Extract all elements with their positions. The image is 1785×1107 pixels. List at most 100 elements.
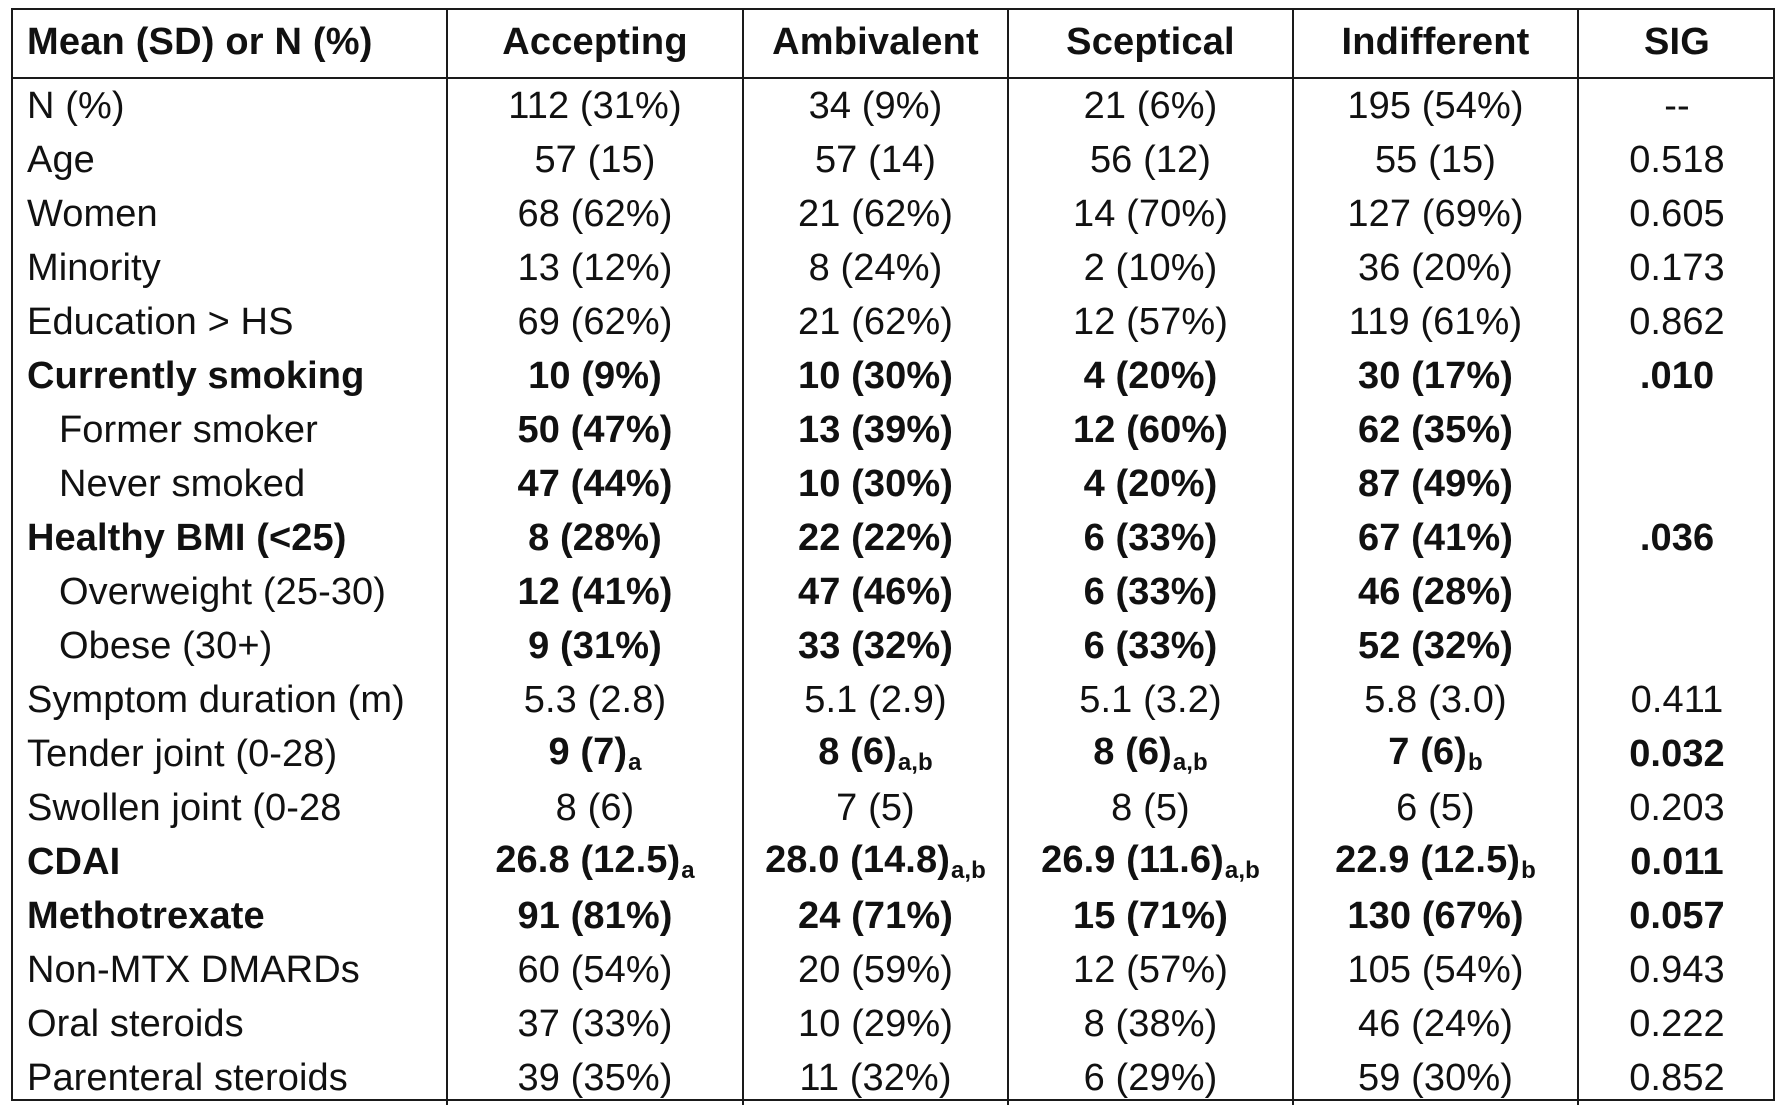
table-row: Symptom duration (m) 5.3 (2.8) 5.1 (2.9) 5.… [11,673,1775,727]
cell-value: 57 (15) [534,138,656,181]
cell-value: 28.0 (14.8) [765,839,950,881]
table-row: N (%) 112 (31%) 34 (9%) 21 (6%) 195 (54%) -- [11,78,1775,133]
cell-accepting: 13 (12%) [446,241,743,295]
cell-ambivalent: 21 (62%) [742,295,1008,349]
cell-sceptical: 6 (29%) [1007,1051,1293,1105]
cell-ambivalent: 22 (22%) [742,511,1008,565]
table-row: Former smoker 50 (47%) 13 (39%) 12 (60%) 62 … [11,403,1775,457]
header-indifferent: Indifferent [1292,8,1578,79]
cell-value: 4 (20%) [1083,462,1218,505]
header-accepting: Accepting [446,8,743,79]
cell-value: .036 [1639,516,1715,559]
cell-value: 105 (54%) [1347,948,1524,991]
cell-value: 130 (67%) [1347,894,1524,937]
cell-sceptical: 26.9 (11.6)a,b [1007,835,1293,889]
cell-value: 33 (32%) [798,624,953,667]
cell-value: 10 (9%) [528,354,662,397]
cell-accepting: 8 (28%) [446,511,743,565]
cell-ambivalent: 10 (29%) [742,997,1008,1051]
cell-indifferent: 119 (61%) [1292,295,1578,349]
cell-value: 15 (71%) [1073,894,1228,937]
cell-value: 0.862 [1629,300,1725,343]
cell-sceptical: 15 (71%) [1007,889,1293,943]
cell-accepting: 10 (9%) [446,349,743,403]
cell-ambivalent: 8 (24%) [742,241,1008,295]
cell-value: 8 (5) [1111,786,1190,829]
cell-value: 6 (33%) [1083,624,1218,667]
cell-sig: -- [1577,78,1775,133]
cell-subscript: a,b [897,749,933,776]
row-label: Age [27,138,95,181]
cell-ambivalent: 13 (39%) [742,403,1008,457]
cell-ambivalent: 47 (46%) [742,565,1008,619]
cell-subscript: a,b [1172,749,1208,776]
cell-value: 0.203 [1629,786,1725,829]
cell-sig: 0.605 [1577,187,1775,241]
cell-sig [1577,619,1775,673]
cell-value: 8 (6) [1093,731,1172,773]
cell-sig: .036 [1577,511,1775,565]
cell-value: 87 (49%) [1358,462,1513,505]
cell-accepting: 57 (15) [446,133,743,187]
cell-ambivalent: 11 (32%) [742,1051,1008,1105]
cell-accepting: 60 (54%) [446,943,743,997]
cell-sig [1577,565,1775,619]
cell-value: 8 (6) [818,731,897,773]
cell-indifferent: 22.9 (12.5)b [1292,835,1578,889]
cell-value: 6 (33%) [1083,570,1218,613]
cell-sceptical: 12 (60%) [1007,403,1293,457]
cell-accepting: 12 (41%) [446,565,743,619]
cell-value: 21 (62%) [798,192,953,235]
cell-value: 21 (6%) [1083,84,1218,127]
table-row: Healthy BMI (<25) 8 (28%) 22 (22%) 6 (33%) 6… [11,511,1775,565]
cell-value: 0.943 [1629,948,1725,991]
cell-value: 34 (9%) [808,84,943,127]
row-label: Symptom duration (m) [27,678,405,721]
cell-sig: 0.203 [1577,781,1775,835]
cell-ambivalent: 24 (71%) [742,889,1008,943]
cell-value: 21 (62%) [798,300,953,343]
header-sig: SIG [1577,8,1775,79]
cell-sig: 0.057 [1577,889,1775,943]
cell-value: 57 (14) [814,138,937,181]
cell-value: 60 (54%) [517,948,673,991]
cell-accepting: 5.3 (2.8) [446,673,743,727]
cell-value: 59 (30%) [1358,1056,1513,1099]
cell-sceptical: 8 (5) [1007,781,1293,835]
cell-value: 9 (7) [548,731,628,773]
cell-value: 0.518 [1629,138,1725,181]
cell-value: 12 (57%) [1073,300,1228,343]
cell-sceptical: 6 (33%) [1007,511,1293,565]
cell-value: 0.605 [1629,192,1725,235]
cell-value: 5.1 (3.2) [1079,678,1222,721]
cell-accepting: 112 (31%) [446,78,743,133]
table-row: Minority 13 (12%) 8 (24%) 2 (10%) 36 (20%) 0.… [11,241,1775,295]
cell-value: 30 (17%) [1358,354,1513,397]
cell-indifferent: 127 (69%) [1292,187,1578,241]
cell-value: 8 (28%) [528,516,662,559]
table-row: Oral steroids 37 (33%) 10 (29%) 8 (38%) 46 (… [11,997,1775,1051]
row-label: Overweight (25-30) [59,570,387,613]
cell-value: 13 (12%) [517,246,673,289]
cell-value: 56 (12) [1089,138,1212,181]
cell-value: 69 (62%) [517,300,673,343]
cell-value: 195 (54%) [1347,84,1524,127]
row-label: Healthy BMI (<25) [27,516,347,559]
table-row: Swollen joint (0-28 8 (6) 7 (5) 8 (5) 6 (5) 0… [11,781,1775,835]
row-label: Former smoker [59,408,318,451]
cell-value: 52 (32%) [1358,624,1513,667]
cell-accepting: 9 (31%) [446,619,743,673]
cell-indifferent: 195 (54%) [1292,78,1578,133]
cell-indifferent: 36 (20%) [1292,241,1578,295]
cell-sig: 0.852 [1577,1051,1775,1105]
cell-indifferent: 46 (24%) [1292,997,1578,1051]
cell-ambivalent: 10 (30%) [742,349,1008,403]
cell-value: 6 (33%) [1083,516,1218,559]
cell-value: 20 (59%) [798,948,953,991]
cell-ambivalent: 34 (9%) [742,78,1008,133]
cell-indifferent: 6 (5) [1292,781,1578,835]
cell-indifferent: 5.8 (3.0) [1292,673,1578,727]
cell-value: 26.9 (11.6) [1041,839,1224,881]
cell-sceptical: 2 (10%) [1007,241,1293,295]
cell-ambivalent: 21 (62%) [742,187,1008,241]
